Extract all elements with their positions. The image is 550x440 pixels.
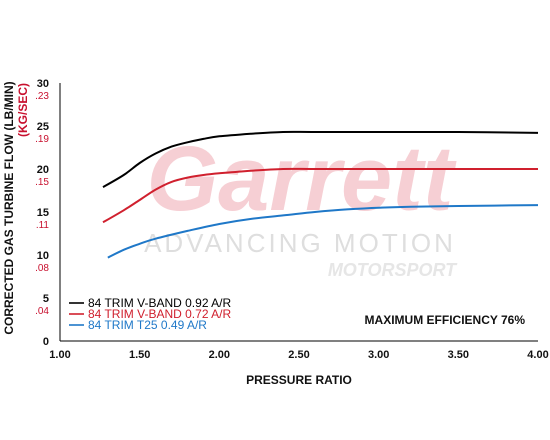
y-tick-label: 25 [37,121,49,133]
y-secondary-tick-label: .08 [35,263,49,274]
y-secondary-tick-label: .04 [35,306,49,317]
y-tick-label: 30 [37,78,49,90]
y-secondary-tick-label: .23 [35,91,49,102]
x-axis-label: PRESSURE RATIO [246,373,352,387]
max-efficiency-annotation: MAXIMUM EFFICIENCY 76% [365,313,526,327]
y-tick-label: 20 [37,164,49,176]
legend-entry: 84 TRIM V-BAND 0.92 A/R [88,296,232,310]
series-line-2 [102,167,538,224]
x-tick-label: 2.50 [288,349,309,361]
y-secondary-tick-label: .15 [35,177,49,188]
y-secondary-axis-label: (KG/SEC) [16,83,30,137]
chart-legend: 84 TRIM V-BAND 0.92 A/R84 TRIM V-BAND 0.… [69,296,232,332]
y-tick-label: 15 [37,207,49,219]
y-secondary-tick-label: .11 [36,220,50,231]
x-tick-label: 2.00 [209,349,230,361]
y-secondary-tick-label: .19 [35,134,49,145]
watermark-tagline: ADVANCING MOTION [144,228,456,258]
garrett-watermark: Garrett ADVANCING MOTION MOTORSPORT [144,128,458,280]
y-axis-label: CORRECTED GAS TURBINE FLOW (LB/MIN) [2,81,16,334]
x-tick-label: 1.00 [49,349,70,361]
x-tick-label: 3.00 [368,349,389,361]
watermark-brand: Garrett [147,128,457,230]
series-line-1 [102,130,539,188]
y-tick-labels: 0 5 10 15 20 25 30 [37,78,49,348]
x-tick-label: 1.50 [129,349,150,361]
series-line-3 [107,204,539,259]
x-tick-label: 4.00 [527,349,548,361]
series-lines [102,130,539,259]
y-tick-label: 10 [37,250,49,262]
watermark-sub: MOTORSPORT [328,260,458,280]
x-tick-label: 3.50 [448,349,469,361]
x-tick-labels: 1.00 1.50 2.00 2.50 3.00 3.50 4.00 [49,349,548,361]
y-tick-label: 0 [43,336,49,348]
y-tick-label: 5 [43,293,49,305]
legend-entry: 84 TRIM V-BAND 0.72 A/R [88,307,232,321]
legend-entry: 84 TRIM T25 0.49 A/R [88,318,207,332]
y-secondary-tick-labels: .04 .08 .11 .15 .19 .23 [35,91,49,317]
